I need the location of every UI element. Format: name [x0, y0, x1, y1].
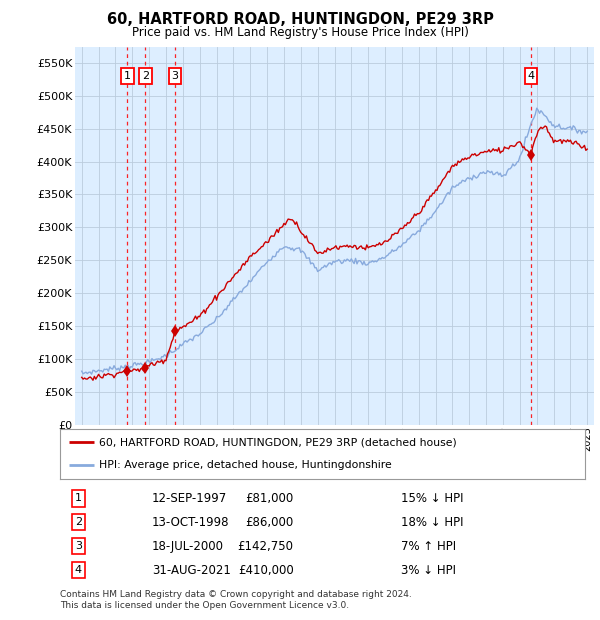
Text: 13-OCT-1998: 13-OCT-1998: [152, 516, 229, 529]
Text: 15% ↓ HPI: 15% ↓ HPI: [401, 492, 464, 505]
Text: 12-SEP-1997: 12-SEP-1997: [152, 492, 227, 505]
Text: £410,000: £410,000: [238, 564, 293, 577]
Text: 60, HARTFORD ROAD, HUNTINGDON, PE29 3RP: 60, HARTFORD ROAD, HUNTINGDON, PE29 3RP: [107, 12, 493, 27]
Text: 1: 1: [124, 71, 131, 81]
Text: Price paid vs. HM Land Registry's House Price Index (HPI): Price paid vs. HM Land Registry's House …: [131, 26, 469, 39]
Text: 2: 2: [75, 517, 82, 528]
Text: 4: 4: [527, 71, 535, 81]
Text: 1: 1: [75, 494, 82, 503]
Text: Contains HM Land Registry data © Crown copyright and database right 2024.
This d: Contains HM Land Registry data © Crown c…: [60, 590, 412, 609]
Text: 3: 3: [172, 71, 179, 81]
Text: £81,000: £81,000: [245, 492, 293, 505]
Text: 3% ↓ HPI: 3% ↓ HPI: [401, 564, 456, 577]
Text: HPI: Average price, detached house, Huntingdonshire: HPI: Average price, detached house, Hunt…: [100, 460, 392, 470]
Text: £86,000: £86,000: [245, 516, 293, 529]
Text: 7% ↑ HPI: 7% ↑ HPI: [401, 540, 457, 553]
Text: 31-AUG-2021: 31-AUG-2021: [152, 564, 231, 577]
Text: 18% ↓ HPI: 18% ↓ HPI: [401, 516, 464, 529]
Text: 18-JUL-2000: 18-JUL-2000: [152, 540, 224, 553]
Text: 3: 3: [75, 541, 82, 551]
Text: 4: 4: [75, 565, 82, 575]
Text: £142,750: £142,750: [238, 540, 293, 553]
Text: 2: 2: [142, 71, 149, 81]
Text: 60, HARTFORD ROAD, HUNTINGDON, PE29 3RP (detached house): 60, HARTFORD ROAD, HUNTINGDON, PE29 3RP …: [100, 438, 457, 448]
